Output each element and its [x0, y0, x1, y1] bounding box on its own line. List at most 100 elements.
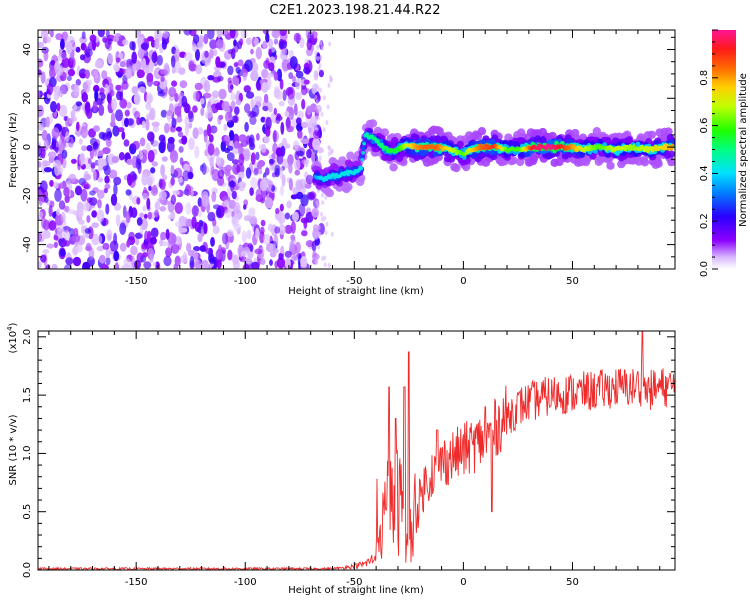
y-tick-label: 0.5: [22, 504, 33, 520]
spectrogram-noise-blob: [79, 54, 86, 61]
spectrogram-noise-blob: [315, 200, 319, 206]
spectrogram-noise-blob: [227, 249, 233, 261]
spectrogram-noise-blob: [245, 256, 253, 265]
spectrogram-noise-blob: [330, 231, 334, 237]
spectrogram-noise-blob: [250, 177, 258, 190]
snr-frame: [37, 330, 676, 571]
spectrogram-noise-blob: [175, 126, 182, 132]
spectrogram-noise-blob: [249, 115, 257, 125]
snr-plot-area: [38, 331, 675, 570]
spectrogram-noise-blob: [74, 185, 83, 196]
spectrogram-noise-blob: [325, 120, 329, 125]
spectrogram-noise-blob: [139, 137, 146, 147]
spectrogram-noise-blob: [315, 99, 319, 105]
spectrogram-noise-blob: [164, 122, 170, 134]
spectrogram-noise-blob: [301, 121, 309, 129]
spectrogram-noise-blob: [312, 137, 321, 151]
spectrogram-noise-blob: [205, 247, 214, 255]
spectrogram-y-axis-label: Frequency (Hz): [8, 112, 19, 188]
spectrogram-noise-blob: [105, 30, 110, 38]
spectrogram-noise-blob: [75, 101, 83, 107]
spectrogram-noise-blob: [184, 103, 191, 114]
spectrogram-noise-blob: [88, 247, 95, 261]
spectrogram-noise-blob: [314, 259, 318, 265]
spectrogram-noise-blob: [230, 100, 236, 110]
spectrogram-noise-blob: [45, 264, 51, 269]
spectrogram-noise-blob: [115, 214, 121, 227]
spectrogram-noise-blob: [113, 183, 118, 196]
spectrogram-noise-blob: [192, 44, 198, 52]
spectrogram-noise-blob: [148, 185, 152, 191]
spectrogram-noise-blob: [254, 96, 263, 103]
x-tick-label: 50: [566, 577, 579, 588]
spectrogram-noise-blob: [313, 129, 320, 139]
spectrogram-noise-blob: [104, 183, 111, 190]
spectrogram-noise-blob: [320, 192, 324, 198]
spectrogram-noise-blob: [98, 104, 105, 116]
spectrogram-noise-blob: [231, 159, 240, 165]
spectrogram-noise-blob: [174, 202, 183, 214]
spectrogram-noise-blob: [139, 150, 144, 161]
x-tick-label: -150: [125, 276, 148, 287]
spectrogram-noise-blob: [274, 164, 281, 176]
spectrogram-noise-blob: [291, 75, 297, 83]
spectrogram-noise-blob: [145, 92, 153, 105]
spectrogram-noise-blob: [167, 214, 174, 220]
spectrogram-ridge-point: [452, 163, 461, 173]
spectrogram-noise-blob: [273, 248, 279, 254]
spectrogram-noise-blob: [58, 182, 67, 189]
spectrogram-noise-blob: [286, 125, 294, 133]
spectrogram-noise-blob: [194, 145, 200, 159]
spectrogram-noise-blob: [286, 200, 292, 209]
y-tick-label: -20: [22, 188, 33, 204]
spectrogram-noise-blob: [68, 209, 76, 215]
spectrogram-noise-blob: [58, 200, 66, 210]
spectrogram-noise-blob: [158, 190, 167, 200]
spectrogram-noise-blob: [202, 92, 212, 99]
spectrogram-ridge-point: [516, 157, 525, 167]
spectrogram-x-axis-label: Height of straight line (km): [288, 286, 424, 297]
spectrogram-noise-blob: [175, 221, 180, 228]
spectrogram-noise-blob: [211, 191, 217, 203]
spectrogram-noise-blob: [209, 156, 214, 168]
spectrogram-noise-blob: [247, 110, 256, 118]
spectrogram-noise-blob: [327, 82, 331, 88]
spectrogram-noise-blob: [86, 215, 91, 223]
spectrogram-noise-blob: [318, 62, 322, 68]
spectrogram-noise-blob: [248, 137, 254, 144]
snr-series-line: [38, 331, 675, 570]
spectrogram-noise-blob: [77, 208, 84, 218]
snr-panel: -150 -100 -50 0 50 0.0 0.5 1.0 1.5 2.0 Height of…: [6, 322, 676, 596]
x-tick-label: -50: [346, 276, 362, 287]
spectrogram-noise-blob: [271, 30, 280, 39]
spectrogram-noise-blob: [260, 258, 266, 266]
spectrogram-noise-blob: [38, 90, 41, 98]
spectrogram-noise-blob: [154, 201, 161, 211]
spectrogram-noise-blob: [224, 135, 231, 142]
spectrogram-noise-blob: [42, 249, 50, 254]
spectrogram-noise-blob: [197, 126, 204, 135]
chart-title: C2E1.2023.198.21.44.R22: [269, 3, 440, 18]
spectrogram-ridge-point: [344, 182, 353, 192]
spectrogram-noise-blob: [263, 233, 271, 245]
spectrogram-ridge-point: [654, 159, 663, 168]
y-tick-label: 0: [22, 144, 33, 150]
spectrogram-noise-blob: [82, 201, 90, 212]
spectrogram-noise-blob: [249, 142, 256, 151]
spectrogram-noise-blob: [301, 230, 308, 237]
spectrogram-noise-blob: [126, 118, 134, 126]
spectrogram-noise-blob: [215, 207, 222, 218]
snr-y-ticks: 0.0 0.5 1.0 1.5 2.0: [22, 329, 675, 578]
spectrogram-noise-blob: [161, 156, 168, 162]
spectrogram-noise-blob: [127, 173, 133, 186]
spectrogram-noise-blob: [324, 194, 328, 200]
spectrogram-noise-blob: [124, 66, 133, 79]
spectrogram-noise-blob: [136, 69, 145, 78]
spectrogram-noise-blob: [63, 186, 70, 197]
spectrogram-noise-blob: [292, 211, 299, 222]
spectrogram-noise-blob: [93, 84, 100, 93]
spectrogram-noise-blob: [190, 189, 194, 197]
spectrogram-noise-blob: [320, 111, 324, 117]
spectrogram-noise-blob: [261, 68, 269, 79]
spectrogram-noise-blob: [43, 139, 49, 151]
